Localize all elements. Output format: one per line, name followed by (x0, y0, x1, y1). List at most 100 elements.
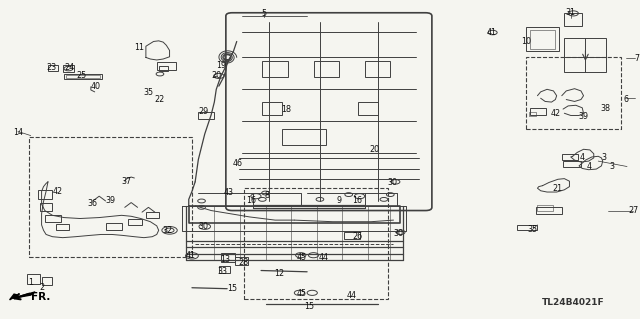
Bar (365, 61, 390, 77)
Text: 24: 24 (64, 63, 74, 72)
Bar (221, 253, 235, 262)
Bar (526, 27, 559, 51)
Text: 31: 31 (566, 8, 576, 17)
Bar (344, 232, 360, 239)
Text: 20: 20 (211, 71, 221, 80)
Bar (159, 66, 168, 71)
Bar (157, 62, 176, 70)
Text: 7: 7 (634, 54, 639, 63)
Text: 36: 36 (88, 199, 98, 208)
Text: 38: 38 (600, 104, 611, 113)
Text: 46: 46 (233, 159, 243, 168)
Text: 10: 10 (521, 37, 531, 46)
Text: 33: 33 (218, 267, 228, 276)
Bar (66, 75, 100, 78)
Text: 22: 22 (155, 95, 165, 104)
Text: 35: 35 (143, 88, 154, 97)
Text: 43: 43 (224, 188, 234, 197)
Text: 21: 21 (553, 184, 563, 193)
Bar (526, 57, 621, 129)
Bar (564, 13, 582, 26)
Text: 39: 39 (579, 112, 589, 121)
Bar (236, 257, 248, 265)
Bar (42, 277, 52, 285)
Text: 1: 1 (28, 278, 33, 287)
Text: 9: 9 (337, 196, 342, 205)
Text: 27: 27 (628, 206, 639, 215)
Polygon shape (10, 294, 18, 300)
Text: 2: 2 (40, 283, 45, 292)
Bar (564, 38, 606, 72)
Bar (56, 224, 69, 230)
Bar (146, 212, 159, 218)
Bar (219, 266, 230, 273)
Bar (106, 223, 122, 230)
Text: 28: 28 (238, 258, 248, 267)
Text: 41: 41 (486, 28, 497, 37)
Text: 20: 20 (369, 145, 380, 154)
Text: 45: 45 (297, 289, 307, 298)
Text: 16: 16 (352, 196, 362, 205)
Text: 30: 30 (393, 229, 403, 238)
Text: 41: 41 (186, 251, 196, 260)
Bar (314, 61, 339, 77)
Text: FR.: FR. (31, 292, 50, 302)
Bar (40, 203, 52, 211)
Bar (29, 137, 192, 257)
Text: 42: 42 (550, 109, 561, 118)
Text: 39: 39 (105, 196, 115, 205)
Text: 5: 5 (261, 9, 266, 18)
Bar (262, 102, 282, 115)
Text: 32: 32 (163, 226, 173, 235)
Text: 3: 3 (602, 153, 607, 162)
Bar (562, 154, 578, 160)
Bar (27, 274, 40, 284)
Bar (198, 112, 214, 119)
Bar (563, 161, 581, 167)
Polygon shape (13, 292, 35, 298)
Text: 30: 30 (388, 178, 398, 187)
Text: 45: 45 (297, 253, 307, 262)
Text: 12: 12 (275, 269, 285, 278)
Bar (38, 190, 52, 199)
Text: 15: 15 (227, 284, 237, 293)
Text: 42: 42 (52, 187, 63, 196)
Text: 3: 3 (609, 162, 614, 171)
Text: 26: 26 (352, 232, 362, 241)
Text: TL24B4021F: TL24B4021F (542, 298, 605, 307)
Text: 13: 13 (220, 255, 230, 263)
Bar (529, 112, 536, 116)
Text: 23: 23 (46, 63, 56, 72)
Bar (48, 65, 58, 71)
Text: 6: 6 (623, 95, 628, 104)
Bar (358, 102, 378, 115)
Text: 37: 37 (122, 177, 132, 186)
Bar (45, 215, 61, 222)
Text: 40: 40 (91, 82, 101, 91)
Bar (63, 65, 74, 72)
Bar (530, 30, 556, 49)
Text: 35: 35 (527, 225, 538, 234)
Bar (262, 61, 288, 77)
Bar (64, 74, 102, 79)
Bar (517, 225, 538, 230)
Bar (536, 207, 562, 214)
Text: 8: 8 (265, 191, 270, 200)
Text: 16: 16 (246, 196, 257, 205)
Text: 18: 18 (282, 105, 292, 114)
Bar (128, 219, 142, 225)
Text: 4: 4 (586, 162, 591, 171)
Text: 25: 25 (77, 71, 87, 80)
Bar (538, 205, 554, 211)
Text: 14: 14 (13, 128, 23, 137)
Bar (244, 188, 388, 299)
Bar (530, 108, 546, 115)
Text: 29: 29 (198, 107, 209, 116)
Text: 11: 11 (134, 43, 145, 52)
Text: 30: 30 (198, 222, 209, 231)
Text: 4: 4 (580, 153, 585, 162)
Text: 44: 44 (347, 291, 357, 300)
Text: 19: 19 (216, 61, 226, 70)
Text: 44: 44 (319, 253, 329, 262)
Bar (282, 129, 326, 145)
